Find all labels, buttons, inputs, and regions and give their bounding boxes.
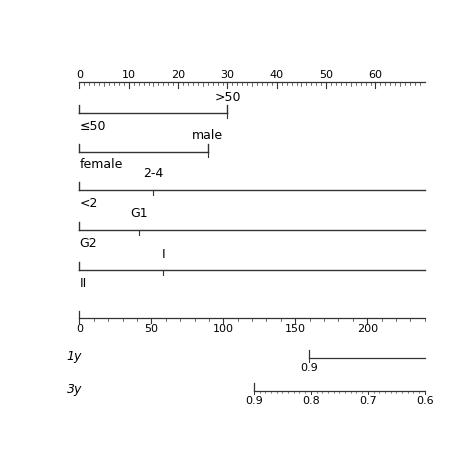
Text: ≤50: ≤50 [80, 120, 106, 133]
Text: 10: 10 [122, 70, 136, 80]
Text: male: male [192, 129, 223, 142]
Text: 100: 100 [213, 324, 234, 334]
Text: female: female [80, 158, 123, 171]
Text: 30: 30 [220, 70, 235, 80]
Text: 0: 0 [76, 70, 83, 80]
Text: 60: 60 [368, 70, 383, 80]
Text: 3y: 3y [66, 383, 82, 395]
Text: 150: 150 [285, 324, 306, 334]
Text: 50: 50 [145, 324, 158, 334]
Text: 200: 200 [356, 324, 378, 334]
Text: G1: G1 [130, 208, 147, 220]
Text: 0.8: 0.8 [302, 396, 320, 406]
Text: 0.6: 0.6 [416, 396, 434, 406]
Text: 1y: 1y [66, 350, 82, 363]
Text: 20: 20 [171, 70, 185, 80]
Text: 0.7: 0.7 [359, 396, 377, 406]
Text: II: II [80, 277, 87, 290]
Text: 40: 40 [270, 70, 284, 80]
Text: 50: 50 [319, 70, 333, 80]
Text: G2: G2 [80, 237, 97, 250]
Text: I: I [162, 247, 165, 261]
Text: 0.9: 0.9 [300, 363, 318, 373]
Text: 0.9: 0.9 [245, 396, 263, 406]
Text: 2-4: 2-4 [143, 167, 164, 180]
Text: >50: >50 [214, 91, 241, 104]
Text: <2: <2 [80, 197, 98, 210]
Text: 0: 0 [76, 324, 83, 334]
